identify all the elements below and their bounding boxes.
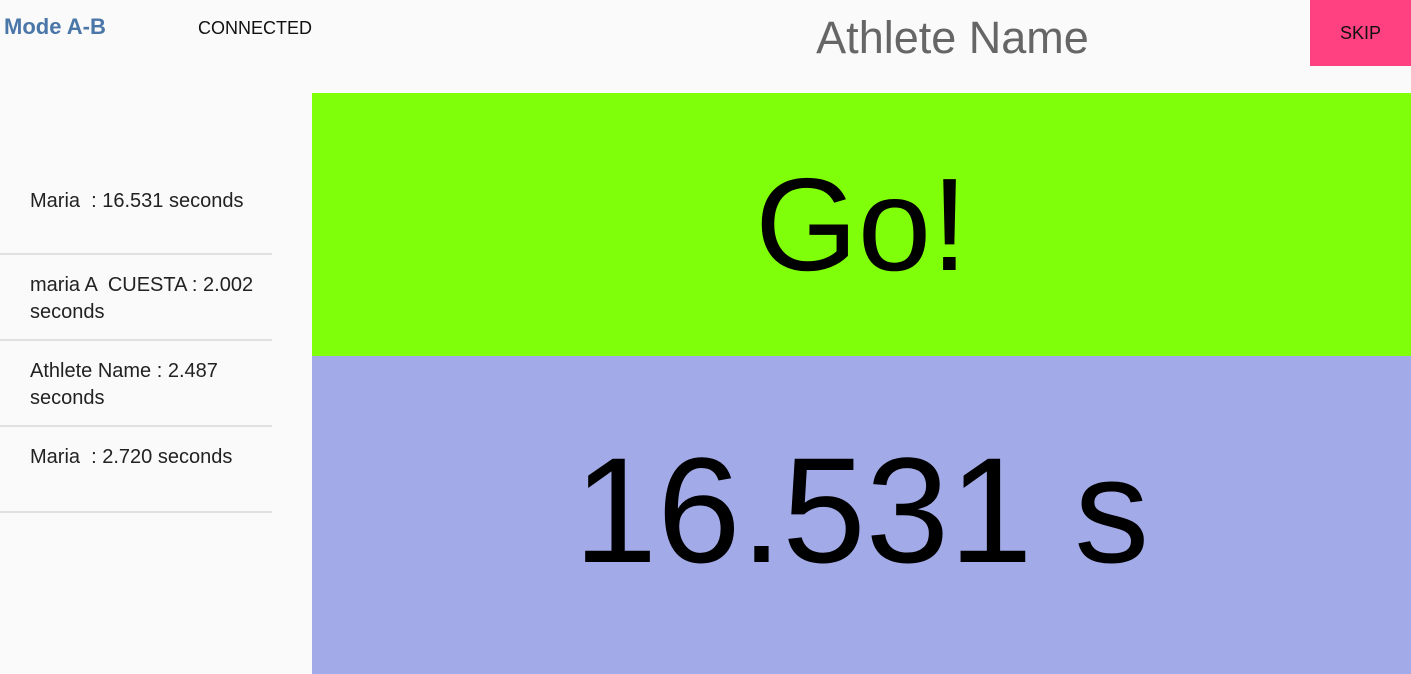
results-list: Maria : 16.531 seconds maria A CUESTA : … bbox=[0, 170, 272, 513]
mode-label: Mode A-B bbox=[4, 14, 106, 39]
list-item[interactable]: Athlete Name : 2.487 seconds bbox=[0, 341, 272, 427]
timer-text: 16.531 s bbox=[573, 425, 1150, 594]
status-panel: Go! bbox=[312, 93, 1411, 356]
timer-panel: 16.531 s bbox=[312, 356, 1411, 674]
list-item[interactable]: maria A CUESTA : 2.002 seconds bbox=[0, 255, 272, 341]
connection-status: CONNECTED bbox=[198, 18, 313, 38]
list-item[interactable]: Maria : 2.720 seconds bbox=[0, 427, 272, 513]
status-text: Go! bbox=[755, 151, 968, 298]
list-item[interactable]: Maria : 16.531 seconds bbox=[0, 170, 272, 255]
skip-button[interactable]: SKIP bbox=[1310, 0, 1411, 66]
